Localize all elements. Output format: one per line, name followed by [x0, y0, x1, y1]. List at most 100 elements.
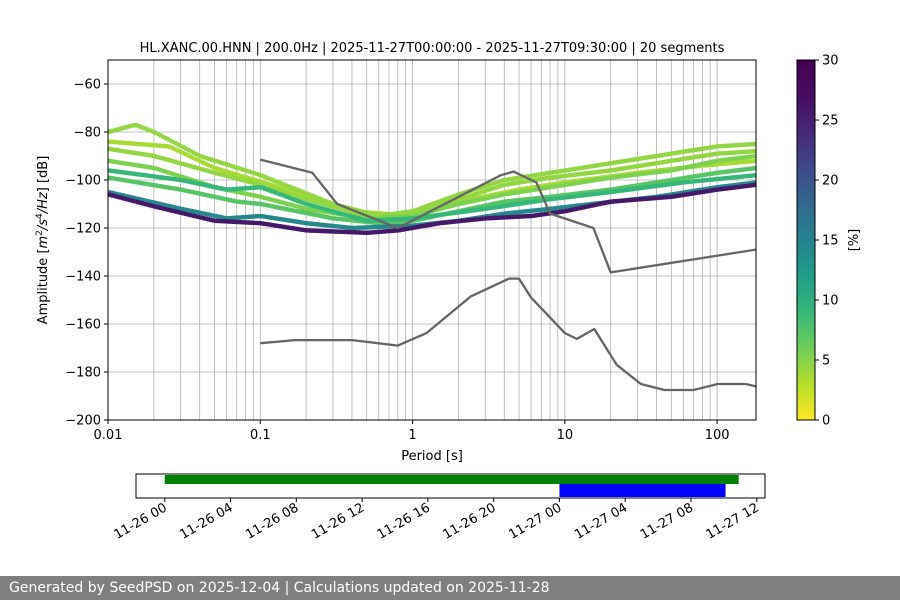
- heatmap-cell: [472, 208, 476, 213]
- heatmap-cell: [625, 158, 629, 163]
- heatmap-cell: [730, 156, 734, 162]
- heatmap-cell: [171, 159, 175, 164]
- heatmap-cell: [585, 179, 589, 184]
- heatmap-cell: [364, 218, 368, 223]
- heatmap-cell: [572, 181, 576, 186]
- heatmap-cell: [303, 206, 307, 211]
- heatmap-cell: [635, 183, 640, 188]
- heatmap-cell: [206, 193, 210, 198]
- heatmap-cell: [655, 183, 659, 189]
- heatmap-cell: [427, 214, 431, 219]
- heatmap-cell: [355, 218, 360, 224]
- heatmap-cell: [285, 191, 289, 196]
- heatmap-cell: [275, 205, 279, 210]
- heatmap-cell: [161, 134, 165, 139]
- heatmap-cell: [506, 182, 510, 187]
- heatmap-cell: [321, 209, 325, 214]
- heatmap-cell: [303, 201, 307, 206]
- heatmap-cell: [534, 172, 538, 178]
- heatmap-cell: [129, 123, 133, 128]
- heatmap-cell: [148, 182, 152, 187]
- heatmap-cell: [572, 191, 576, 197]
- heatmap-cell: [506, 177, 510, 182]
- heatmap-cell: [748, 181, 752, 186]
- heatmap-cell: [141, 201, 145, 206]
- heatmap-cell: [696, 147, 700, 152]
- heatmap-cell: [180, 206, 184, 212]
- y-tick-label: −100: [65, 174, 101, 189]
- heatmap-cell: [280, 200, 284, 205]
- heatmap-cell: [522, 200, 526, 206]
- heatmap-cell: [508, 214, 512, 220]
- heatmap-cell: [730, 160, 734, 166]
- heatmap-cell: [166, 137, 170, 142]
- heatmap-cell: [402, 214, 406, 219]
- heatmap-cell: [311, 228, 315, 233]
- heatmap-cell: [214, 218, 218, 224]
- heatmap-cell: [719, 170, 723, 175]
- heatmap-cell: [332, 216, 337, 221]
- heatmap-cell: [590, 164, 594, 169]
- heatmap-cell: [373, 220, 377, 225]
- heatmap-cell: [254, 178, 258, 183]
- heatmap-cell: [301, 220, 305, 225]
- heatmap-cell: [724, 157, 729, 162]
- heatmap-cell: [563, 204, 567, 210]
- heatmap-cell: [318, 205, 322, 211]
- heatmap-cell: [273, 187, 277, 192]
- heatmap-cell: [115, 148, 119, 153]
- heatmap-cell: [615, 198, 619, 204]
- heatmap-cell: [321, 222, 325, 228]
- heatmap-cell: [491, 194, 495, 199]
- heatmap-cell: [480, 216, 484, 221]
- heatmap-cell: [735, 174, 740, 180]
- heatmap-cell: [313, 199, 317, 204]
- heatmap-cell: [412, 213, 416, 218]
- heatmap-cell: [486, 195, 490, 201]
- y-tick-label: −140: [65, 270, 101, 285]
- heatmap-cell: [582, 205, 586, 210]
- heatmap-cell: [453, 202, 457, 208]
- heatmap-cell: [108, 175, 112, 181]
- heatmap-cell: [326, 207, 330, 213]
- heatmap-cell: [595, 202, 599, 207]
- heatmap-cell: [499, 212, 503, 217]
- heatmap-cell: [430, 205, 434, 210]
- heatmap-cell: [570, 194, 574, 199]
- heatmap-cell: [231, 215, 235, 221]
- heatmap-cell: [722, 161, 726, 166]
- heatmap-cell: [142, 126, 147, 131]
- heatmap-cell: [562, 192, 566, 198]
- heatmap-cell: [158, 167, 163, 173]
- heatmap-cell: [608, 161, 612, 166]
- heatmap-cell: [576, 203, 580, 208]
- heatmap-cell: [293, 226, 297, 231]
- heatmap-cell: [274, 184, 278, 189]
- heatmap-cell: [412, 211, 416, 216]
- heatmap-cell: [661, 195, 665, 200]
- heatmap-cell: [562, 173, 566, 179]
- heatmap-cell: [191, 155, 195, 160]
- heatmap-cell: [544, 195, 549, 200]
- heatmap-cell: [125, 178, 129, 183]
- heatmap-cell: [232, 175, 236, 180]
- heatmap-cell: [681, 190, 685, 195]
- heatmap-cell: [753, 149, 756, 154]
- heatmap-cell: [730, 183, 734, 188]
- heatmap-cell: [361, 217, 365, 222]
- timeline-tick-label: 11-26 04: [177, 500, 235, 542]
- heatmap-cell: [598, 191, 602, 196]
- heatmap-cell: [477, 216, 481, 222]
- heatmap-cell: [750, 142, 755, 147]
- heatmap-cell: [701, 172, 705, 178]
- heatmap-cell: [118, 177, 122, 182]
- heatmap-cell: [262, 214, 266, 219]
- heatmap-cell: [717, 187, 721, 192]
- heatmap-cell: [318, 200, 322, 206]
- heatmap-cell: [676, 193, 680, 198]
- heatmap-cell: [264, 181, 268, 186]
- heatmap-cell: [186, 147, 191, 153]
- heatmap-cell: [610, 199, 614, 204]
- heatmap-cell: [661, 152, 665, 158]
- heatmap-cell: [550, 170, 554, 175]
